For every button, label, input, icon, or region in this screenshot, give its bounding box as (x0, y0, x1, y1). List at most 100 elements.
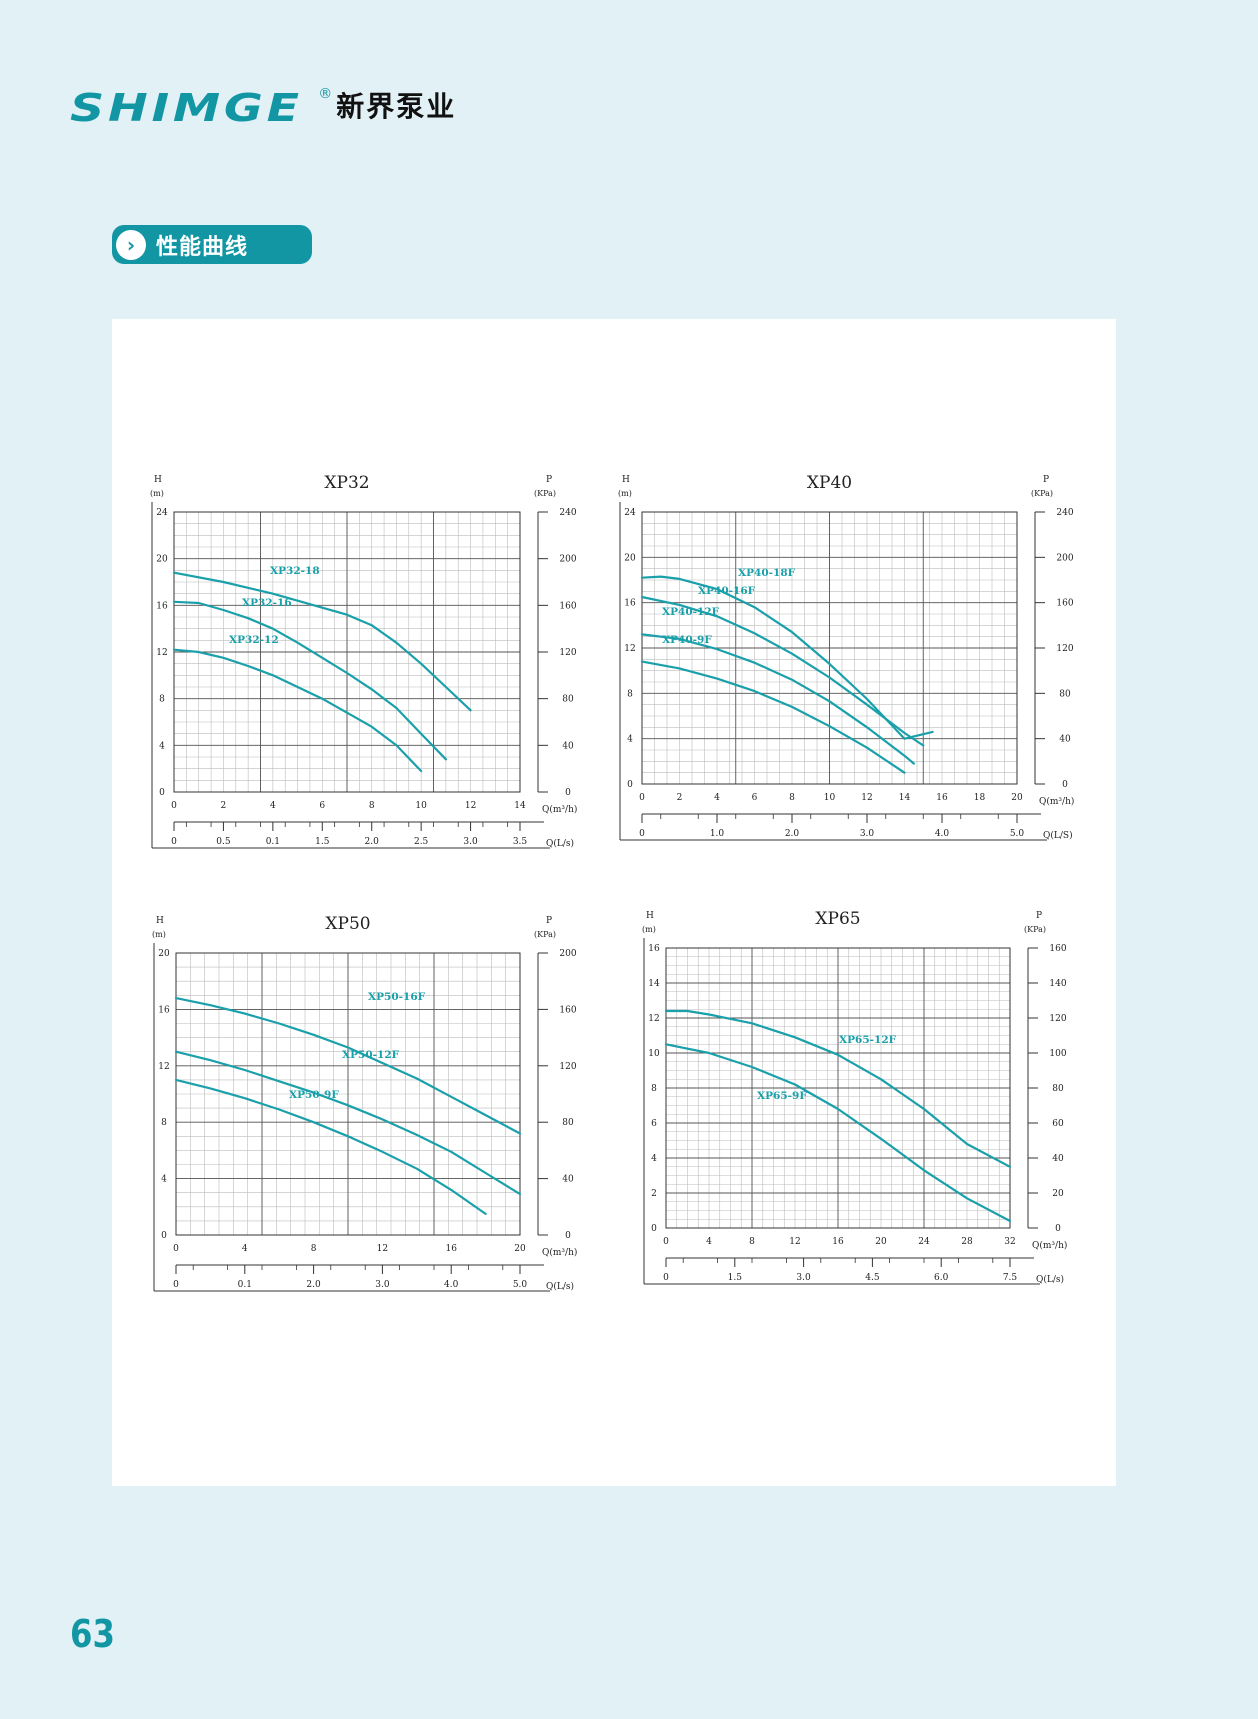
x2-tick-label: 7.5 (1003, 1273, 1018, 1283)
section-title: 性能曲线 (156, 234, 249, 260)
x-tick-label: 32 (1004, 1237, 1015, 1247)
h-tick-label: 2 (651, 1189, 657, 1199)
p-axis-title: P (1043, 475, 1049, 485)
h-tick-label: 0 (651, 1224, 657, 1234)
p-tick-label: 120 (559, 648, 576, 658)
h-tick-label: 4 (651, 1154, 657, 1164)
series-label: XP65-12F (839, 1034, 897, 1046)
h-tick-label: 14 (648, 979, 660, 989)
p-tick-label: 0 (565, 788, 571, 798)
h-axis-unit: (m) (618, 489, 632, 498)
series-label: XP65-9F (757, 1090, 807, 1102)
curve-xp32-16 (172, 600, 447, 761)
x-axis-label: Q(m³/h) (542, 804, 577, 815)
x-tick-label: 16 (445, 1244, 457, 1254)
h-tick-label: 20 (624, 553, 636, 563)
h-tick-label: 0 (161, 1231, 167, 1241)
x-tick-label: 24 (918, 1237, 930, 1247)
x-tick-label: 20 (514, 1244, 526, 1254)
x2-tick-label: 3.0 (860, 829, 875, 839)
curve-xp40-18f (640, 575, 934, 740)
curve-xp40-9f (640, 660, 906, 774)
x-tick-label: 14 (899, 793, 911, 803)
x-tick-label: 8 (749, 1237, 755, 1247)
x-tick-label: 12 (377, 1244, 388, 1254)
chart-xp65: H(m)0246810121416P(KPa)02040608010012014… (642, 909, 1067, 1285)
x2-axis-label: Q(L/s) (546, 838, 574, 849)
plot-frame (173, 511, 521, 793)
h-axis-unit: (m) (642, 925, 656, 934)
x-tick-label: 10 (415, 801, 427, 811)
registered-mark: ® (318, 86, 333, 102)
h-tick-label: 16 (158, 1005, 170, 1015)
x2-tick-label: 4.0 (935, 829, 950, 839)
x2-tick-label: 0.1 (266, 837, 280, 847)
chevron-right-icon: › (116, 229, 146, 260)
p-tick-label: 40 (562, 741, 574, 751)
x2-tick-label: 0.5 (216, 837, 231, 847)
p-tick-label: 200 (559, 555, 576, 565)
h-tick-label: 8 (161, 1118, 167, 1128)
x-tick-label: 4 (714, 793, 720, 803)
h-tick-label: 0 (159, 788, 165, 798)
h-tick-label: 6 (651, 1119, 657, 1129)
p-tick-label: 0 (1055, 1224, 1061, 1234)
h-tick-label: 8 (627, 689, 633, 699)
x2-tick-label: 0 (663, 1273, 669, 1283)
x-tick-label: 0 (663, 1237, 669, 1247)
h-tick-label: 20 (158, 949, 170, 959)
p-tick-label: 20 (1052, 1189, 1064, 1199)
x-tick-label: 2 (677, 793, 683, 803)
series-label: XP32-16 (242, 597, 292, 609)
x-tick-label: 4 (270, 801, 276, 811)
x2-tick-label: 6.0 (934, 1273, 949, 1283)
h-tick-label: 20 (156, 555, 168, 565)
curve-xp32-18 (172, 571, 472, 712)
x2-tick-label: 0 (639, 829, 645, 839)
brand-name: SHIMGE (70, 86, 303, 130)
x-tick-label: 12 (465, 801, 476, 811)
h-tick-label: 4 (627, 735, 633, 745)
x-axis-label: Q(m³/h) (1032, 1240, 1067, 1251)
p-axis-title: P (546, 475, 552, 485)
x2-tick-label: 0 (171, 837, 177, 847)
h-tick-label: 16 (624, 599, 636, 609)
curve-xp40-16f (640, 595, 925, 747)
curve-xp32-12 (172, 648, 423, 773)
p-tick-label: 0 (1062, 780, 1068, 790)
x-axis-label: Q(m³/h) (1039, 796, 1074, 807)
p-tick-label: 120 (1056, 644, 1073, 654)
h-axis-title: H (156, 916, 164, 926)
h-tick-label: 0 (627, 780, 633, 790)
x2-tick-label: 3.5 (513, 837, 528, 847)
p-axis-title: P (1036, 911, 1042, 921)
h-tick-label: 16 (156, 601, 168, 611)
h-axis-title: H (622, 475, 630, 485)
chart-title: XP40 (807, 473, 852, 493)
x2-tick-label: 5.0 (1010, 829, 1025, 839)
h-axis-title: H (154, 475, 162, 485)
x-tick-label: 0 (173, 1244, 179, 1254)
series-label: XP40-12F (662, 606, 720, 618)
p-tick-label: 200 (1056, 553, 1073, 563)
x2-tick-label: 5.0 (513, 1280, 528, 1290)
x2-axis-label: Q(L/s) (546, 1281, 574, 1292)
p-tick-label: 80 (1052, 1084, 1064, 1094)
p-tick-label: 160 (559, 1005, 576, 1015)
p-axis-title: P (546, 916, 552, 926)
x2-tick-label: 1.5 (728, 1273, 743, 1283)
p-axis-unit: (KPa) (534, 930, 556, 939)
x-tick-label: 4 (242, 1244, 248, 1254)
p-tick-label: 120 (1049, 1014, 1066, 1024)
x-tick-label: 0 (639, 793, 645, 803)
x-tick-label: 8 (369, 801, 375, 811)
h-tick-label: 8 (651, 1084, 657, 1094)
x2-tick-label: 3.0 (463, 837, 478, 847)
x2-tick-label: 4.5 (865, 1273, 880, 1283)
x-tick-label: 28 (961, 1237, 973, 1247)
h-tick-label: 24 (156, 508, 168, 518)
p-tick-label: 100 (1049, 1049, 1066, 1059)
x-axis-label: Q(m³/h) (542, 1247, 577, 1258)
